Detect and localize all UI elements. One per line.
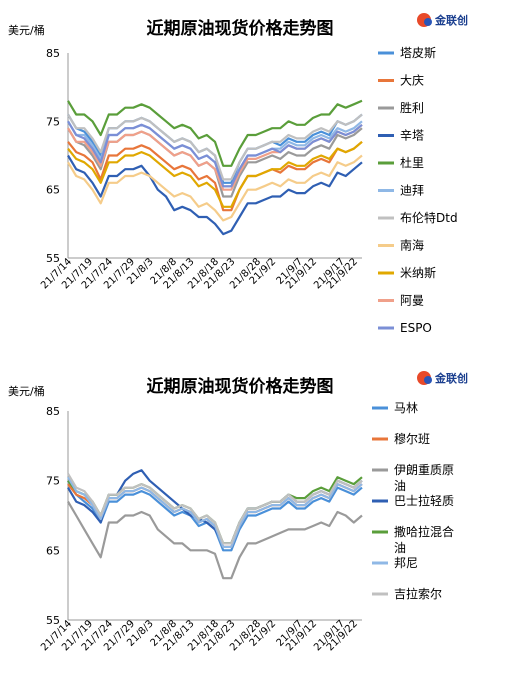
legend-entry: 杜里: [400, 155, 424, 170]
chart-2-unit: 美元/桶: [8, 384, 45, 398]
y-tick-label: 65: [46, 544, 60, 557]
y-tick-label: 85: [46, 47, 60, 60]
legend-entry: 阿曼: [400, 294, 424, 308]
y-tick-label: 55: [46, 614, 60, 627]
chart-1-logo: 金联创: [417, 13, 468, 27]
legend-entry: 南海: [400, 238, 424, 253]
legend-entry: 迪拜: [400, 184, 424, 198]
series-line-1: [67, 480, 363, 552]
legend-entry: 布伦特Dtd: [400, 210, 458, 225]
y-tick-label: 75: [46, 115, 60, 128]
series-line-11: [67, 120, 363, 188]
legend-entry: 穆尔班: [394, 431, 430, 446]
chart-1-unit: 美元/桶: [8, 23, 45, 37]
series-line-8: [67, 154, 363, 222]
series-line-3: [67, 501, 363, 580]
legend-entry: 大庆: [400, 74, 424, 88]
chart-1-series-group: [67, 99, 363, 236]
y-tick-label: 65: [46, 184, 60, 197]
series-line-9: [67, 140, 363, 208]
y-tick-label: 75: [46, 475, 60, 488]
chart-2-logo-text: 金联创: [434, 371, 468, 385]
legend-entry: 邦尼: [394, 556, 418, 570]
series-line-4: [67, 154, 363, 236]
legend-entry: 撒哈拉混合: [394, 524, 454, 539]
y-tick-label: 55: [46, 252, 60, 265]
series-line-6: [67, 476, 363, 549]
chart-2-title: 近期原油现货价格走势图: [147, 376, 334, 397]
series-line-5: [67, 476, 363, 545]
legend-entry: 胜利: [400, 100, 424, 115]
series-line-7: [67, 473, 363, 545]
chart-2-axes: 5565758521/7/1421/7/1921/7/2421/7/2921/8…: [39, 405, 362, 653]
legend-entry-cont: 油: [394, 541, 406, 555]
series-line-7: [67, 113, 363, 181]
legend-entry: 伊朗重质原: [394, 463, 454, 477]
legend-entry: 米纳斯: [400, 266, 436, 280]
chart-2-series-group: [67, 469, 363, 580]
series-line-4: [67, 469, 363, 545]
legend-entry: 巴士拉轻质: [394, 493, 454, 508]
chart-1-title: 近期原油现货价格走势图: [147, 18, 334, 39]
chart-2-logo: 金联创: [417, 371, 468, 385]
chart-1-logo-text: 金联创: [434, 13, 468, 27]
legend-entry-cont: 油: [394, 479, 406, 493]
legend-entry: 吉拉索尔: [394, 586, 442, 601]
series-line-2: [67, 140, 363, 212]
legend-entry: ESPO: [400, 321, 432, 335]
legend-entry: 塔皮斯: [400, 46, 436, 60]
legend-entry: 辛塔: [400, 129, 424, 143]
chart-1-axes: 5565758521/7/1421/7/1921/7/2421/7/2921/8…: [39, 47, 362, 291]
series-line-5: [67, 99, 363, 167]
legend-entry: 马林: [394, 401, 418, 415]
y-tick-label: 85: [46, 405, 60, 418]
